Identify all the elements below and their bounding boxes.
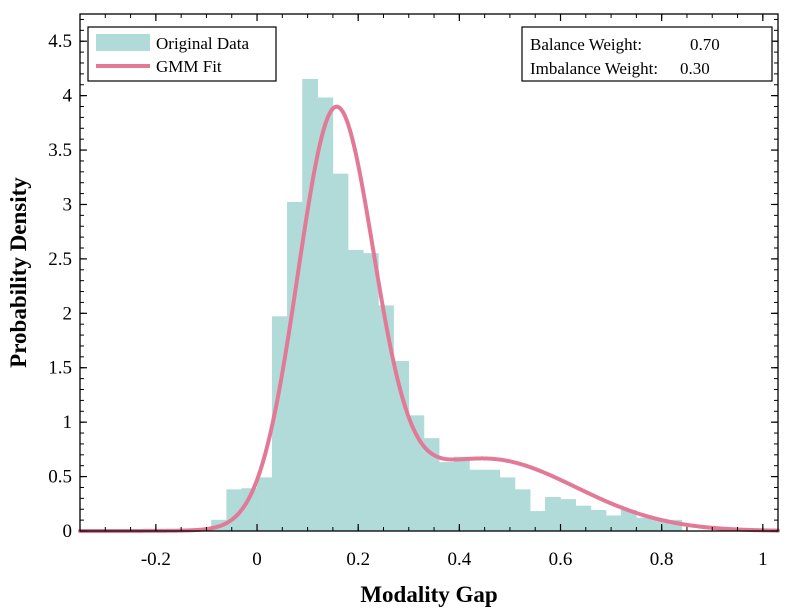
legend: Original Data GMM Fit xyxy=(87,26,277,82)
histogram-bar xyxy=(332,173,349,532)
histogram-bars xyxy=(211,79,683,532)
histogram-bar xyxy=(469,469,485,532)
histogram-bar xyxy=(529,511,546,532)
y-tick-label: 0.5 xyxy=(48,467,72,488)
imbalance-weight-value: 0.30 xyxy=(680,59,710,78)
x-tick-label: 1 xyxy=(758,549,768,570)
histogram-bar xyxy=(514,489,531,532)
histogram-bar xyxy=(317,97,334,532)
plot-area-frame xyxy=(79,13,779,532)
histogram-bar xyxy=(362,253,379,532)
y-tick-label: 4 xyxy=(63,86,73,107)
histogram-bar xyxy=(575,505,592,532)
x-tick-label: 0.4 xyxy=(447,549,471,570)
x-tick-label: -0.2 xyxy=(141,549,171,570)
histogram-bar xyxy=(560,499,576,532)
histogram-bar xyxy=(590,510,607,532)
y-tick-label: 2 xyxy=(63,303,73,324)
histogram-bar xyxy=(499,477,516,532)
gmm-fit-line xyxy=(78,104,780,533)
histogram-bar xyxy=(438,462,455,532)
annotation-box xyxy=(521,26,773,82)
balance-weight-label: Balance Weight: xyxy=(530,35,642,54)
legend-label-gmm-fit: GMM Fit xyxy=(156,57,222,76)
weights-annotation: Balance Weight: 0.70 Imbalance Weight: 0… xyxy=(521,26,773,82)
legend-label-original-data: Original Data xyxy=(156,34,249,53)
y-axis-ticks: 0 0.5 1 1.5 2 2.5 3 3.5 4 4.5 xyxy=(48,18,778,542)
x-axis-label: Modality Gap xyxy=(360,582,497,607)
x-axis-ticks: -0.2 0 0.2 0.4 0.6 0.8 1 xyxy=(79,14,768,570)
histogram-bar xyxy=(302,79,319,532)
balance-weight-value: 0.70 xyxy=(690,35,720,54)
histogram-bar xyxy=(484,469,501,532)
histogram-bar xyxy=(347,249,364,532)
y-tick-label: 3 xyxy=(63,194,73,215)
imbalance-weight-label: Imbalance Weight: xyxy=(530,59,658,78)
legend-patch-original-data xyxy=(96,34,150,51)
y-tick-label: 1.5 xyxy=(48,358,72,379)
histogram-bar xyxy=(545,496,561,532)
histogram-bar xyxy=(256,477,273,532)
x-tick-label: 0.2 xyxy=(346,549,370,570)
y-tick-label: 3.5 xyxy=(48,140,72,161)
histogram-bar xyxy=(378,305,394,532)
x-tick-label: 0 xyxy=(252,549,262,570)
histogram-bar xyxy=(453,456,470,532)
y-tick-label: 1 xyxy=(63,412,73,433)
y-tick-label: 4.5 xyxy=(48,31,72,52)
x-tick-label: 0.6 xyxy=(549,549,573,570)
y-axis-label: Probability Density xyxy=(6,177,31,368)
y-tick-label: 0 xyxy=(63,521,73,542)
histogram-bar xyxy=(605,515,622,532)
x-tick-label: 0.8 xyxy=(650,549,674,570)
y-tick-label: 2.5 xyxy=(48,249,72,270)
histogram-bar xyxy=(636,517,652,532)
